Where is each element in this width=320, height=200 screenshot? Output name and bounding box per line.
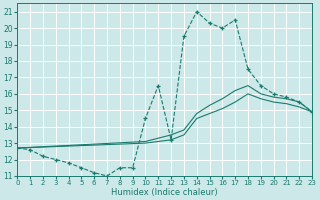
X-axis label: Humidex (Indice chaleur): Humidex (Indice chaleur) — [111, 188, 218, 197]
